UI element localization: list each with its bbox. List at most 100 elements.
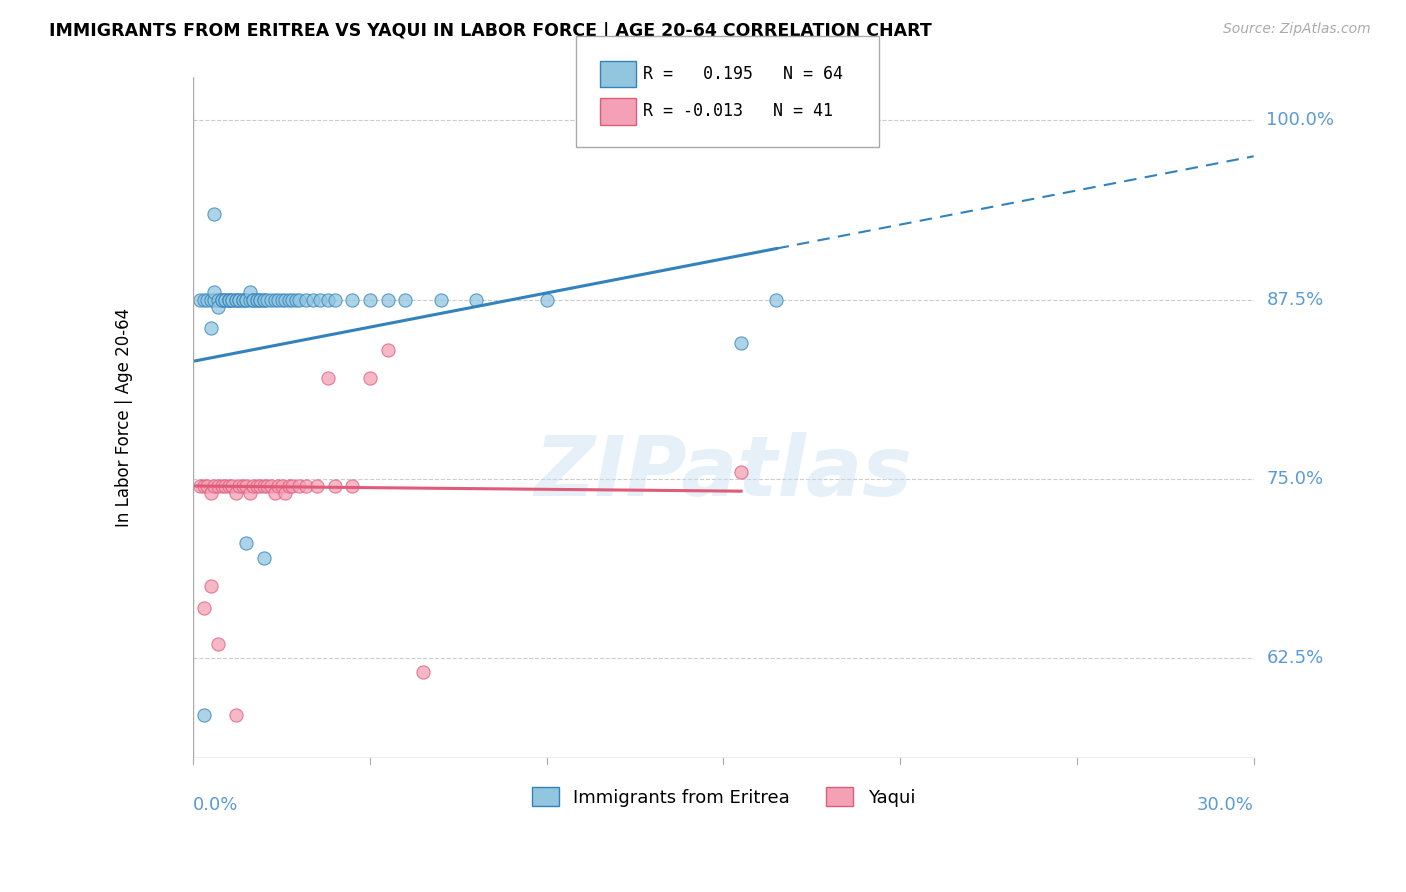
Point <box>263 293 285 307</box>
Point <box>214 293 236 307</box>
Point <box>228 293 250 307</box>
Point <box>295 293 318 307</box>
Point <box>218 293 240 307</box>
Point <box>188 479 211 493</box>
Point <box>246 293 269 307</box>
Point <box>239 486 262 500</box>
Point <box>284 293 307 307</box>
Point <box>200 486 222 500</box>
Point <box>267 293 290 307</box>
Text: 87.5%: 87.5% <box>1267 291 1323 309</box>
Point <box>197 293 219 307</box>
Point <box>200 293 222 307</box>
Point <box>359 371 381 385</box>
Legend: Immigrants from Eritrea, Yaqui: Immigrants from Eritrea, Yaqui <box>524 780 922 814</box>
Point <box>207 293 229 307</box>
Point <box>253 479 276 493</box>
Point <box>246 293 269 307</box>
Text: ZIPatlas: ZIPatlas <box>534 432 912 513</box>
Point <box>235 293 257 307</box>
Point <box>200 579 222 593</box>
Point <box>214 293 236 307</box>
Point <box>281 479 304 493</box>
Point <box>235 293 257 307</box>
Point <box>249 293 271 307</box>
Point <box>260 293 283 307</box>
Text: In Labor Force | Age 20-64: In Labor Force | Age 20-64 <box>115 309 134 527</box>
Point <box>536 293 558 307</box>
Point <box>225 293 247 307</box>
Text: 30.0%: 30.0% <box>1197 796 1254 814</box>
Point <box>288 293 311 307</box>
Point <box>253 550 276 565</box>
Point <box>242 293 264 307</box>
Point <box>204 285 226 300</box>
Point <box>218 479 240 493</box>
Point <box>281 293 304 307</box>
Point <box>342 479 364 493</box>
Point <box>394 293 416 307</box>
Point <box>316 293 339 307</box>
Point <box>342 293 364 307</box>
Point <box>242 293 264 307</box>
Point <box>270 293 292 307</box>
Text: 0.0%: 0.0% <box>193 796 239 814</box>
Point <box>253 293 276 307</box>
Point <box>412 665 434 680</box>
Point <box>207 479 229 493</box>
Point <box>274 293 297 307</box>
Point <box>765 293 787 307</box>
Point <box>730 335 752 350</box>
Point <box>288 479 311 493</box>
Point <box>193 708 215 723</box>
Point <box>211 479 233 493</box>
Text: 75.0%: 75.0% <box>1267 470 1323 488</box>
Point <box>295 479 318 493</box>
Point <box>249 479 271 493</box>
Point <box>239 285 262 300</box>
Point <box>274 486 297 500</box>
Point <box>197 479 219 493</box>
Point <box>302 293 325 307</box>
Point <box>214 479 236 493</box>
Point <box>221 293 243 307</box>
Point <box>465 293 488 307</box>
Point <box>249 293 271 307</box>
Point <box>323 293 346 307</box>
Point <box>316 371 339 385</box>
Point <box>207 637 229 651</box>
Point <box>270 479 292 493</box>
Point <box>260 479 283 493</box>
Point <box>211 293 233 307</box>
Point <box>221 293 243 307</box>
Point <box>429 293 451 307</box>
Text: Source: ZipAtlas.com: Source: ZipAtlas.com <box>1223 22 1371 37</box>
Point <box>200 321 222 335</box>
Point <box>267 479 290 493</box>
Point <box>277 293 299 307</box>
Point <box>225 486 247 500</box>
Text: 62.5%: 62.5% <box>1267 649 1323 667</box>
Point <box>232 479 254 493</box>
Text: IMMIGRANTS FROM ERITREA VS YAQUI IN LABOR FORCE | AGE 20-64 CORRELATION CHART: IMMIGRANTS FROM ERITREA VS YAQUI IN LABO… <box>49 22 932 40</box>
Text: R =   0.195   N = 64: R = 0.195 N = 64 <box>643 65 842 83</box>
Point <box>228 293 250 307</box>
Point <box>228 479 250 493</box>
Point <box>730 465 752 479</box>
Point <box>253 293 276 307</box>
Point <box>232 293 254 307</box>
Point <box>377 293 399 307</box>
Point <box>188 293 211 307</box>
Point <box>323 479 346 493</box>
Point <box>377 343 399 357</box>
Point <box>256 479 278 493</box>
Point <box>193 479 215 493</box>
Text: R = -0.013   N = 41: R = -0.013 N = 41 <box>643 103 832 120</box>
Point <box>211 293 233 307</box>
Point <box>242 479 264 493</box>
Point <box>225 293 247 307</box>
Point <box>207 300 229 314</box>
Point <box>218 293 240 307</box>
Point <box>204 206 226 220</box>
Point <box>277 479 299 493</box>
